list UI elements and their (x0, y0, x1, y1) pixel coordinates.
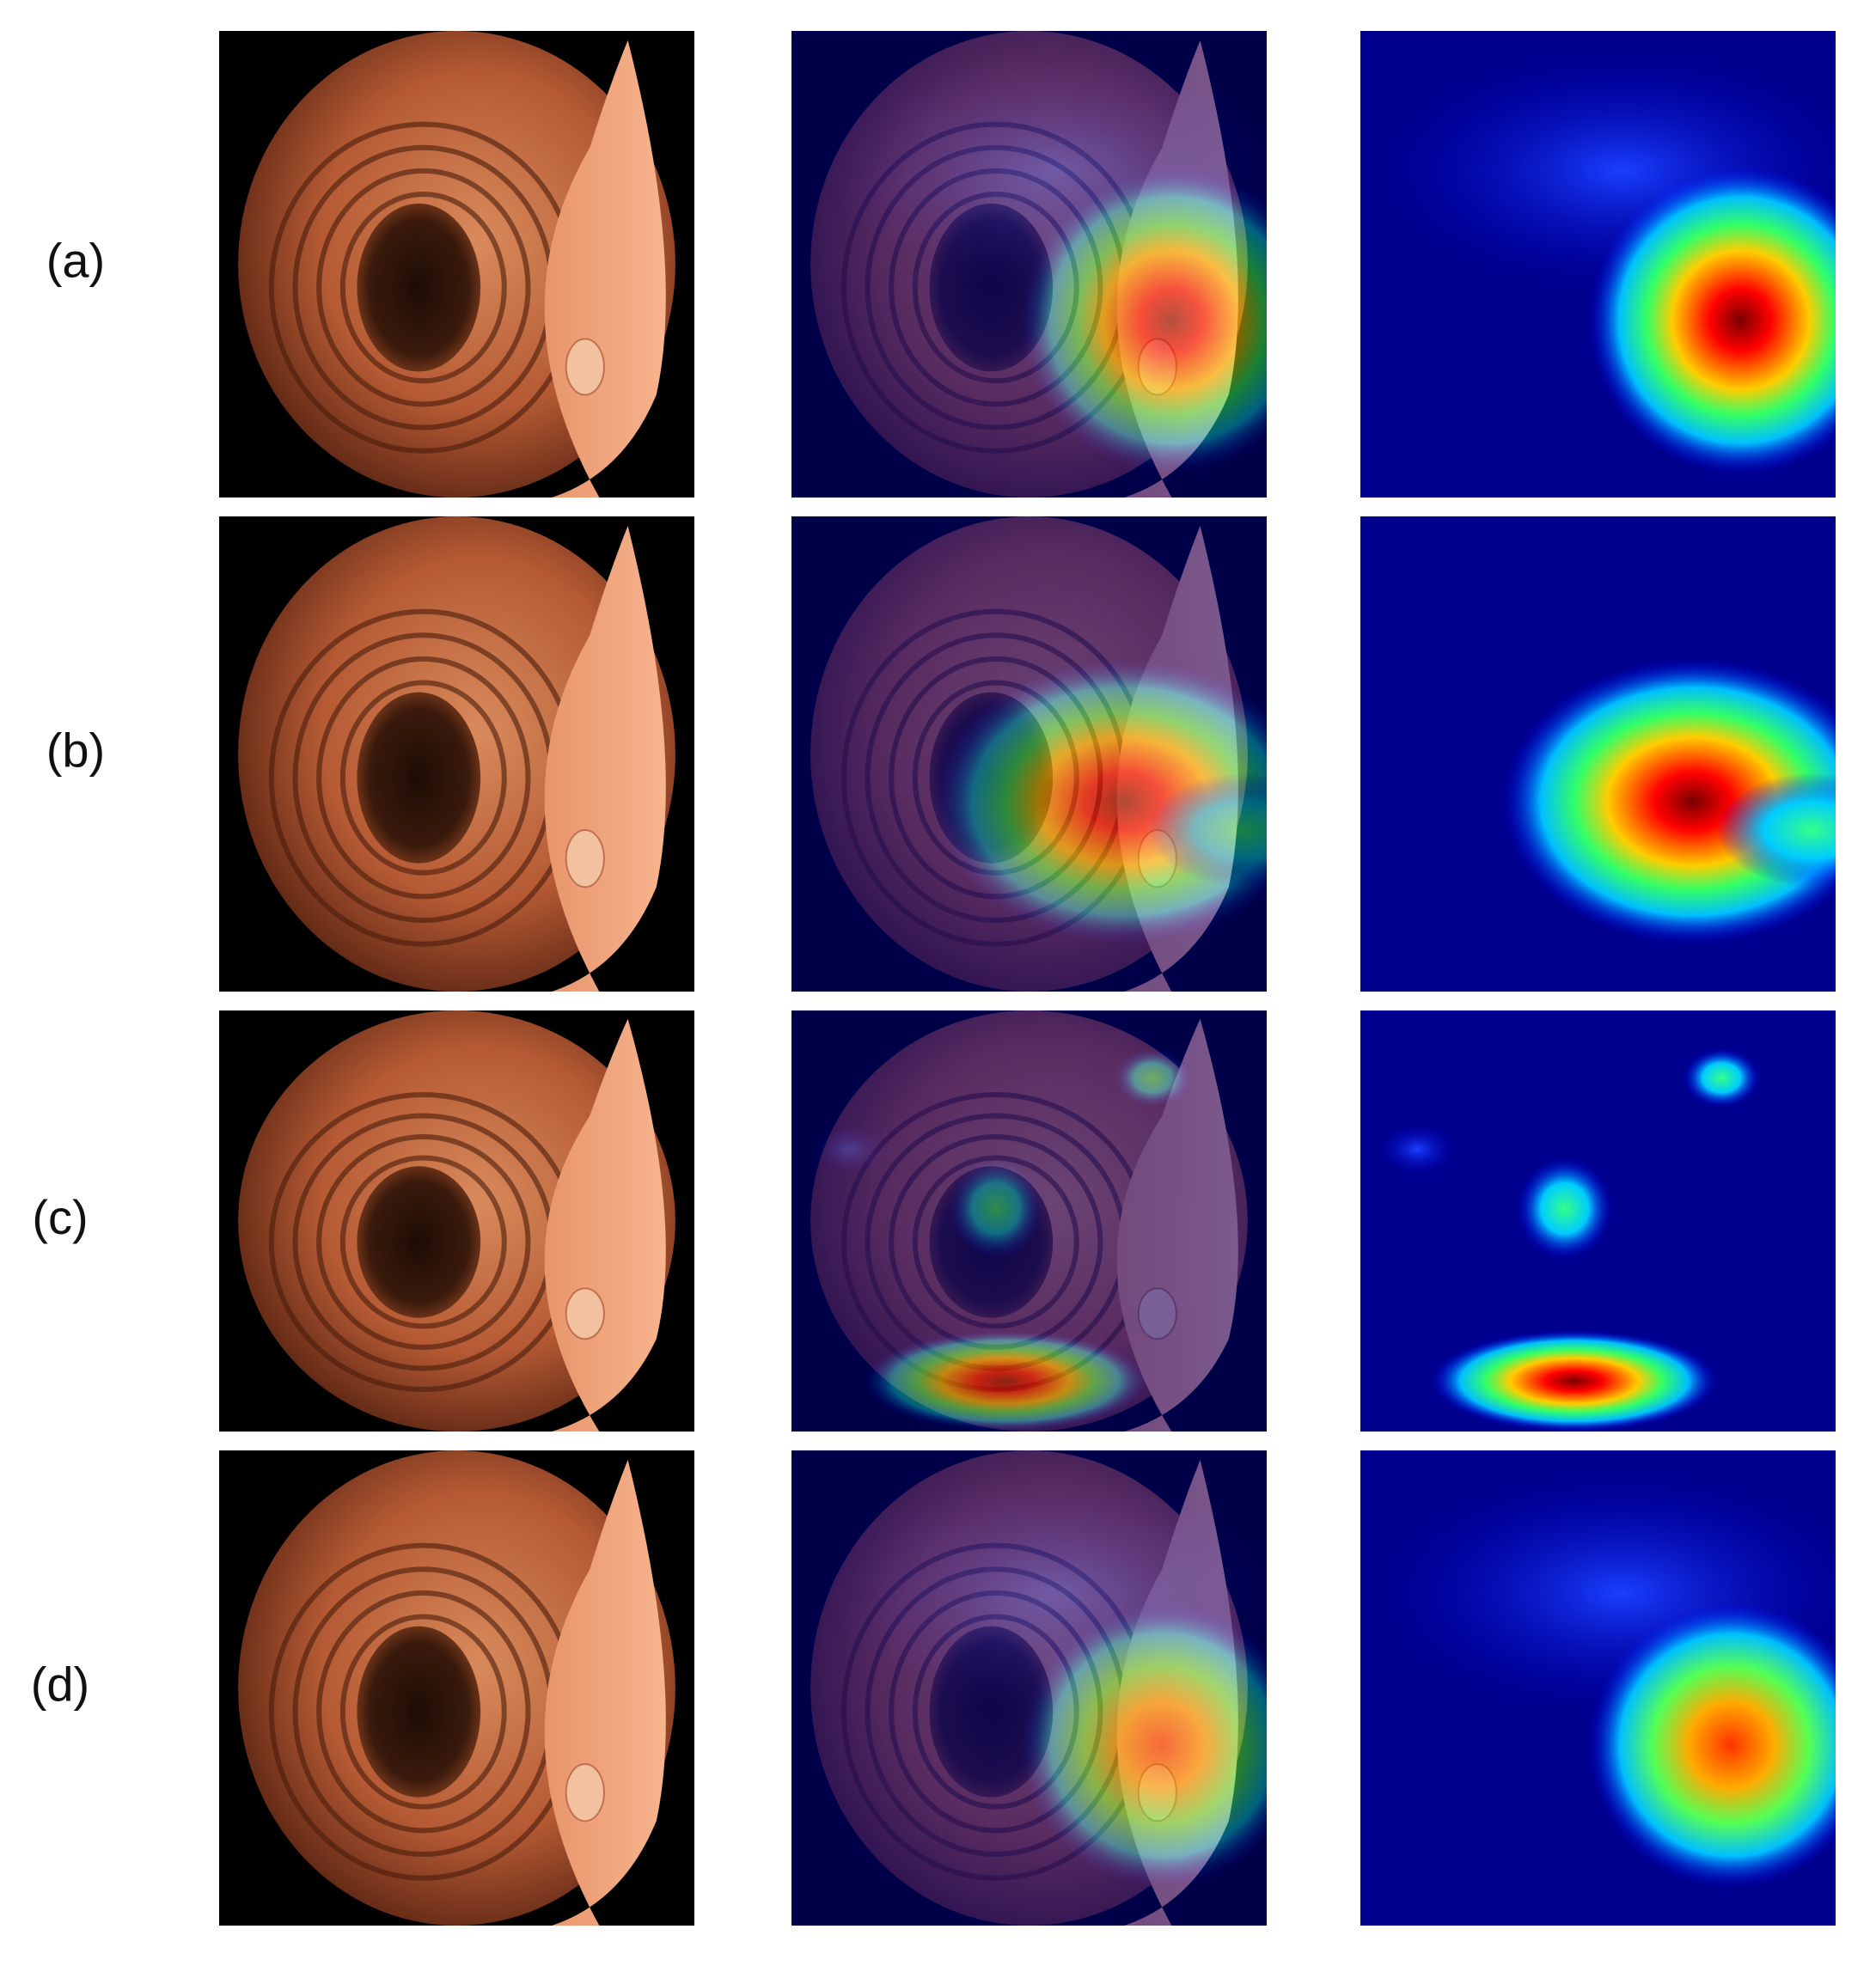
original-image (219, 516, 694, 992)
heat-spot (1019, 1603, 1267, 1888)
heat-spot (1115, 1048, 1191, 1108)
heat-spot (948, 1157, 1044, 1260)
heat-spot (1517, 1157, 1613, 1260)
heat-spot (1431, 1330, 1717, 1432)
heat-spot (1147, 772, 1267, 888)
fold-ring (316, 1590, 531, 1834)
heatmap (791, 1010, 1267, 1432)
heatmap (1360, 1450, 1836, 1926)
row-label: (d) (31, 1657, 89, 1711)
overlay-image (791, 31, 1267, 498)
heat-spot (1684, 1048, 1760, 1108)
row-label: (a) (46, 233, 105, 287)
heat-spot (1588, 166, 1836, 474)
row-label: (c) (32, 1190, 88, 1244)
lumen (357, 203, 481, 372)
fold-ring (339, 1614, 507, 1810)
heat-spot (810, 1124, 887, 1175)
original-image (219, 1450, 694, 1926)
heatmap (1360, 1010, 1836, 1432)
heatmap-image (1360, 1450, 1836, 1926)
lumen (357, 1626, 481, 1798)
heat-spot (862, 1330, 1148, 1432)
fold-ring (339, 192, 507, 384)
fold-ring (316, 656, 531, 900)
heatmap (791, 516, 1267, 992)
heat-spot (1716, 772, 1836, 888)
heatmap-image (1360, 31, 1836, 498)
polyp (565, 1762, 605, 1822)
original-image (219, 31, 694, 498)
heatmap-image (1360, 1010, 1836, 1432)
heatmap-image (1360, 516, 1836, 992)
overlay-image (791, 516, 1267, 992)
polyp (565, 1287, 605, 1340)
heat-spot (1019, 166, 1267, 474)
heatmap (791, 1450, 1267, 1926)
fold-ring (339, 680, 507, 876)
overlay-image (791, 1450, 1267, 1926)
fold-ring (316, 1134, 531, 1350)
row-label: (b) (46, 723, 105, 777)
heat-spot (1379, 1124, 1456, 1175)
overlay-image (791, 1010, 1267, 1432)
fold-ring (316, 168, 531, 407)
heatmap (791, 31, 1267, 498)
heatmap (1360, 516, 1836, 992)
polyp (565, 828, 605, 888)
lumen (357, 692, 481, 864)
lumen (357, 1166, 481, 1318)
heatmap (1360, 31, 1836, 498)
heat-spot (1588, 1603, 1836, 1888)
fold-ring (339, 1155, 507, 1329)
polyp (565, 338, 605, 396)
original-image (219, 1010, 694, 1432)
